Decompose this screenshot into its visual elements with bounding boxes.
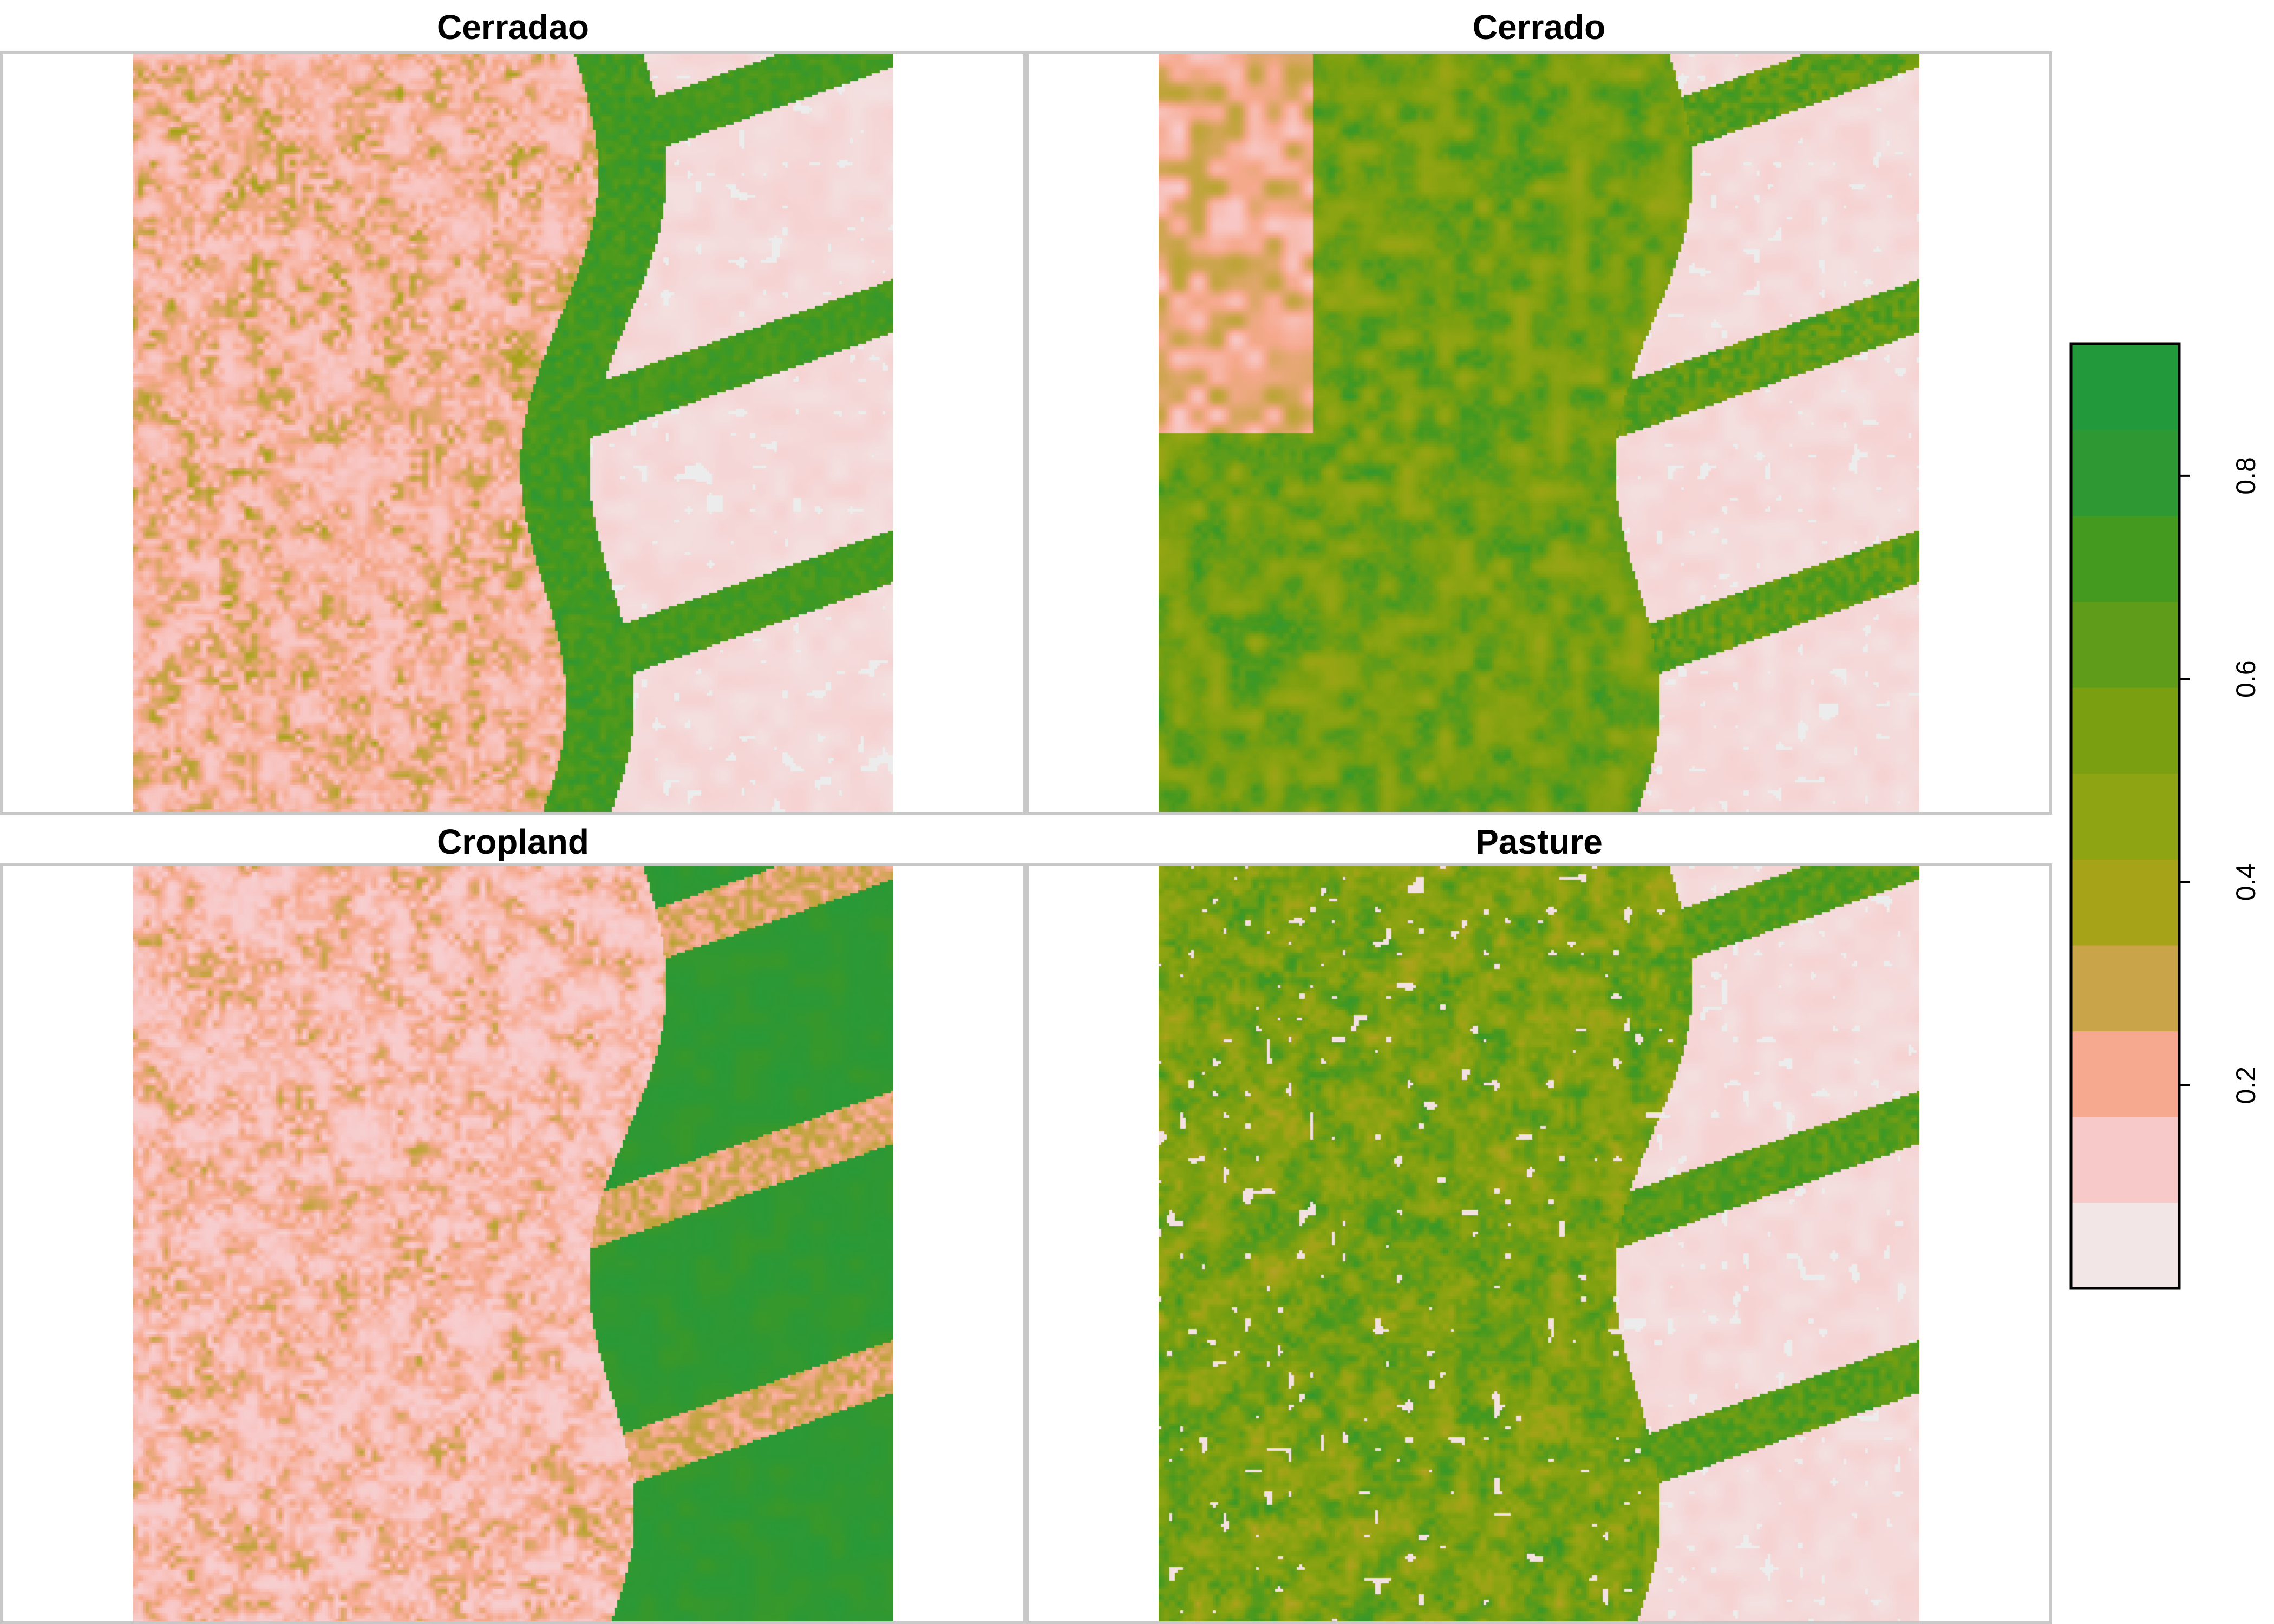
panel-frame-2 xyxy=(1026,51,2052,815)
colorbar-band xyxy=(2071,1202,2179,1289)
colorbar-tick-3: 0.6 xyxy=(2179,660,2261,698)
probability-map-2 xyxy=(1159,54,1919,812)
colorbar-band xyxy=(2071,1031,2179,1117)
panel-title-4: Pasture xyxy=(1475,822,1603,861)
colorbar-band xyxy=(2071,515,2179,602)
colorbar-gradient xyxy=(2071,344,2179,1289)
colorbar-border xyxy=(2069,342,2181,1290)
colorbar-band xyxy=(2071,429,2179,516)
probability-map-1 xyxy=(133,54,893,812)
panel-frame-1 xyxy=(0,51,1026,815)
panel-title-1: Cerradao xyxy=(437,8,589,47)
panel-frame-4 xyxy=(1026,863,2052,1624)
colorbar-tick-2: 0.4 xyxy=(2179,863,2261,901)
colorbar-band xyxy=(2071,859,2179,946)
colorbar-band xyxy=(2071,601,2179,688)
colorbar-band xyxy=(2071,1116,2179,1203)
panel-frame-3 xyxy=(0,863,1026,1624)
colorbar-tick-1: 0.2 xyxy=(2179,1066,2261,1104)
colorbar-band xyxy=(2071,687,2179,774)
panel-title-3: Cropland xyxy=(437,822,589,861)
colorbar-legend: 0.2 0.4 0.6 0.8 xyxy=(2069,342,2261,1290)
colorbar-tick-label-1: 0.2 xyxy=(2231,1066,2261,1104)
colorbar-band xyxy=(2071,344,2179,430)
probability-map-3 xyxy=(133,866,893,1621)
colorbar-tick-label-4: 0.8 xyxy=(2231,457,2261,495)
colorbar-tick-label-3: 0.6 xyxy=(2231,660,2261,698)
colorbar-band xyxy=(2071,945,2179,1032)
probability-map-4 xyxy=(1159,866,1919,1621)
panel-title-2: Cerrado xyxy=(1472,8,1606,47)
colorbar-tick-4: 0.8 xyxy=(2179,457,2261,495)
colorbar-tick-label-2: 0.4 xyxy=(2231,863,2261,901)
colorbar-band xyxy=(2071,773,2179,860)
